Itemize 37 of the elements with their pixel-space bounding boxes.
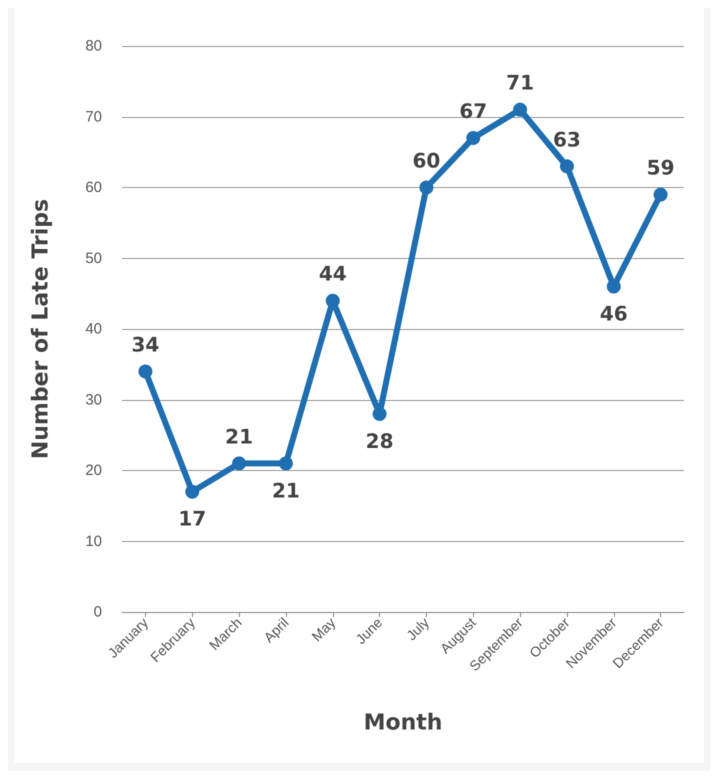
data-label: 67 [459,98,488,123]
data-label: 21 [225,424,254,448]
y-tick-label: 20 [85,462,102,479]
x-tick-label: July [403,614,432,644]
point [138,364,152,378]
x-axis-title: Month [364,710,442,736]
data-label: 71 [506,70,534,95]
y-tick-label: 80 [85,38,102,54]
data-label: 28 [366,428,394,453]
point [466,130,480,145]
point [326,294,340,308]
point [232,456,246,470]
y-tick-label: 30 [85,391,102,408]
point [372,406,387,421]
data-label: 21 [272,478,300,502]
point [185,484,200,499]
data-label: 60 [412,148,440,172]
data-label: 63 [552,127,581,152]
point [513,102,528,117]
point [419,180,434,194]
y-tick-label: 0 [94,604,102,620]
y-tick-label: 60 [85,179,102,196]
y-tick-label: 40 [85,320,102,338]
x-tick-label: May [308,614,338,644]
point [278,456,293,470]
point [560,159,574,174]
y-axis-title: Number of Late Trips [28,198,54,460]
data-label: 46 [600,302,628,326]
point [654,188,668,202]
point [606,280,621,294]
data-label: 59 [646,156,675,180]
y-tick-label: 10 [85,532,102,550]
y-tick-label: 50 [85,250,102,267]
data-label: 34 [131,332,160,356]
data-label: 17 [178,506,206,531]
data-label: 44 [318,262,347,286]
y-tick-label: 70 [85,108,102,126]
